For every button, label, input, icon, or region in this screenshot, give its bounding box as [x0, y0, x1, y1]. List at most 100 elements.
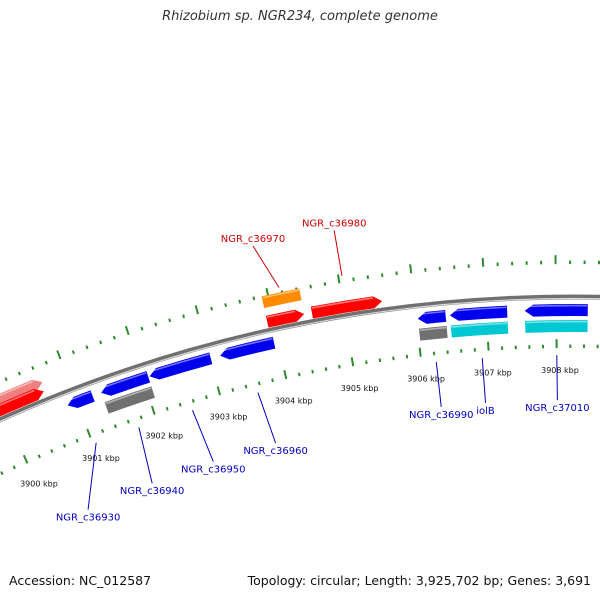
gene-highlight — [525, 304, 588, 308]
outer-tick — [238, 299, 242, 304]
scale-label: 3900 kbp — [20, 480, 58, 489]
gene-ngr_c36980[interactable] — [310, 296, 383, 319]
inner-tick — [324, 367, 328, 372]
inner-tick — [418, 347, 422, 357]
gene-feature-pseudo[interactable] — [418, 325, 448, 341]
gene-body[interactable] — [101, 371, 151, 396]
inner-tick — [216, 386, 221, 396]
inner-tick — [101, 428, 105, 433]
gene-ngr_c36930[interactable] — [66, 390, 95, 409]
gene-label-ngr_c36940[interactable]: NGR_c36940 — [120, 427, 185, 497]
outer-tick — [194, 305, 199, 315]
gene-label-text[interactable]: NGR_c36940 — [120, 486, 185, 497]
leader-line — [556, 355, 558, 401]
gene-label-ngr_c36950[interactable]: NGR_c36950 — [181, 410, 246, 476]
gene-body[interactable] — [149, 352, 213, 380]
gene-label-iolb[interactable]: iolB — [476, 358, 495, 417]
scale-label: 3905 kbp — [341, 384, 379, 393]
outer-tick — [112, 335, 116, 340]
leader-line — [333, 230, 343, 276]
gene-label-ngr_c36960[interactable]: NGR_c36960 — [243, 392, 308, 457]
inner-tick — [350, 357, 355, 367]
leader-line — [192, 410, 214, 462]
gene-label-text[interactable]: NGR_c36960 — [243, 446, 308, 457]
gene-ngr_c36940[interactable] — [100, 371, 151, 396]
gene-label-ngr_c37010[interactable]: NGR_c37010 — [525, 355, 590, 414]
gene-label-ngr_c36990[interactable]: NGR_c36990 — [409, 362, 474, 421]
gene-body[interactable] — [220, 336, 276, 360]
gene-feature-cds[interactable] — [265, 309, 305, 328]
outer-tick — [71, 350, 75, 355]
gene-label-text[interactable]: NGR_c36950 — [181, 465, 246, 476]
inner-tick — [378, 358, 382, 363]
gene-label-text[interactable]: NGR_c36990 — [409, 410, 474, 421]
gene-highlight — [525, 320, 587, 324]
gene-ngr_c36950[interactable] — [148, 352, 213, 380]
inner-tick — [126, 419, 130, 424]
outer-tick — [481, 257, 485, 267]
gene-ngr_c36970[interactable] — [261, 288, 302, 309]
gene-body[interactable] — [418, 325, 448, 341]
gene-label-ngr_c36970[interactable]: NGR_c36970 — [221, 234, 286, 288]
gene-highlight — [66, 391, 91, 402]
outer-tick — [252, 296, 256, 301]
gene-body[interactable] — [417, 309, 447, 324]
scale-label: 3904 kbp — [275, 396, 313, 405]
gene-feature-cyan[interactable] — [525, 320, 588, 333]
inner-tick — [338, 364, 341, 369]
gene-highlight — [450, 306, 507, 312]
gene-body[interactable] — [449, 305, 508, 321]
inner-tick — [297, 372, 301, 377]
outer-tick — [352, 277, 355, 282]
leader-line — [87, 442, 97, 510]
gene-label-text[interactable]: NGR_c36980 — [302, 218, 367, 229]
scale-label: 3908 kbp — [541, 366, 579, 375]
gene-feature-cds[interactable] — [0, 388, 44, 426]
gene-label-text[interactable]: NGR_c37010 — [525, 403, 590, 414]
inner-tick — [150, 405, 156, 415]
outer-tick — [210, 306, 213, 311]
gene-body[interactable] — [104, 386, 156, 414]
gene-body[interactable] — [0, 388, 44, 426]
gene-label-text[interactable]: NGR_c36930 — [56, 513, 121, 524]
gene-body[interactable] — [525, 320, 588, 333]
gene-body[interactable] — [524, 304, 588, 317]
leader-line — [257, 392, 277, 444]
gene-iolb[interactable] — [449, 305, 508, 321]
gene-feature-cyan[interactable] — [450, 321, 509, 338]
inner-tick — [271, 378, 274, 383]
outer-tick — [337, 274, 341, 284]
inner-tick — [191, 398, 195, 403]
outer-tick — [168, 318, 172, 323]
gene-ngr_c36990[interactable] — [417, 309, 447, 324]
gene-body[interactable] — [67, 390, 95, 409]
gene-feature-pseudo[interactable] — [104, 386, 156, 414]
outer-tick — [85, 345, 89, 350]
outer-tick — [31, 365, 35, 370]
outer-tick — [56, 350, 62, 360]
gene-body[interactable] — [261, 288, 302, 309]
gene-label-ngr_c36980[interactable]: NGR_c36980 — [302, 218, 367, 276]
gene-body[interactable] — [450, 321, 509, 338]
gene-label-ngr_c36930[interactable]: NGR_c36930 — [56, 442, 121, 524]
gene-ngr_c37010[interactable] — [524, 304, 588, 317]
backbone-arc — [0, 294, 600, 423]
gene-label-text[interactable]: NGR_c36970 — [221, 234, 286, 245]
outer-tick — [17, 371, 22, 376]
gene-body[interactable] — [265, 309, 305, 328]
gene-ngr_c36960[interactable] — [219, 336, 276, 360]
inner-tick — [50, 449, 54, 454]
gene-label-text[interactable]: iolB — [476, 406, 495, 417]
genome-backbone — [0, 294, 600, 423]
gene-body[interactable] — [310, 296, 383, 319]
outer-tick — [182, 314, 186, 319]
scale-label: 3902 kbp — [145, 432, 183, 441]
outer-tick — [99, 340, 103, 345]
inner-tick — [75, 438, 79, 443]
inner-tick — [0, 471, 4, 476]
gene-highlight — [148, 353, 210, 373]
genome-title: Rhizobium sp. NGR234, complete genome — [162, 9, 438, 24]
outer-tick — [140, 326, 144, 331]
inner-tick — [37, 454, 41, 459]
